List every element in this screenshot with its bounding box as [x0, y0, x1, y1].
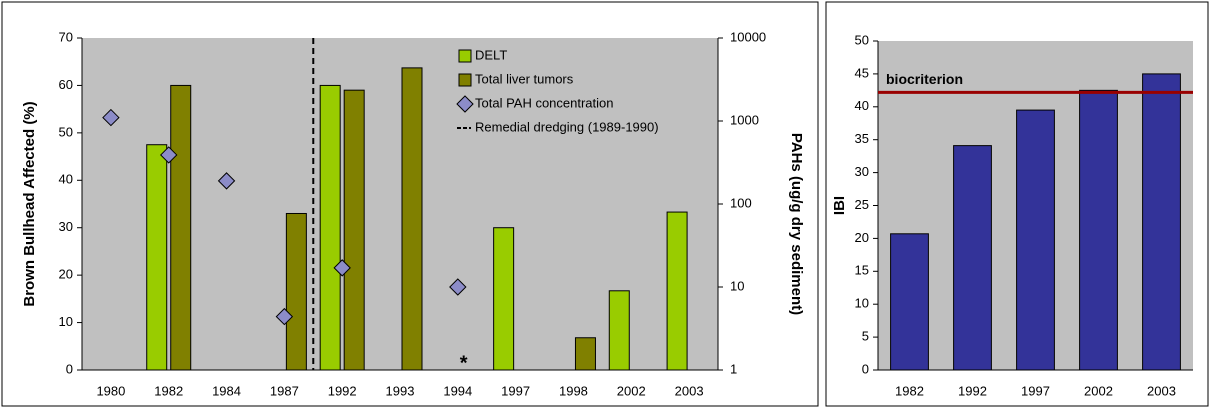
- legend-label: Remedial dredging (1989-1990): [475, 119, 659, 134]
- bar: [953, 145, 992, 371]
- bar: [146, 144, 168, 371]
- y-tick-label: 35: [855, 131, 869, 146]
- bar: [1079, 89, 1118, 371]
- y-tick-label: 50: [59, 124, 73, 139]
- pah-marker: [333, 259, 351, 277]
- legend-swatch: [458, 73, 472, 87]
- y-tick-label: 10: [855, 296, 869, 311]
- annotation: *: [460, 352, 468, 374]
- x-tick-label: 1997: [1021, 383, 1050, 398]
- y-axis-label: Brown Bullhead Affected (%): [21, 101, 38, 306]
- threshold-label: biocriterion: [886, 71, 963, 87]
- y-tick-label: 30: [59, 219, 73, 234]
- y-tick-label: 0: [862, 361, 869, 376]
- pah-marker: [275, 307, 294, 326]
- y-tick-label: 20: [855, 230, 869, 245]
- legend-marker: [456, 95, 474, 113]
- y-tick-label: 50: [855, 32, 869, 47]
- x-tick-label: 1992: [328, 383, 357, 398]
- x-tick-label: 1994: [443, 383, 472, 398]
- x-tick-label: 1997: [501, 383, 530, 398]
- x-tick-label: 2003: [675, 383, 704, 398]
- y-tick-label: 30: [855, 164, 869, 179]
- bar: [1142, 73, 1181, 371]
- pah-marker: [449, 278, 467, 296]
- x-tick-label: 1998: [559, 383, 588, 398]
- x-tick-label: 2003: [1147, 383, 1176, 398]
- bar: [493, 227, 515, 371]
- bar: [343, 89, 365, 371]
- y-tick-label: 40: [59, 172, 73, 187]
- y2-axis-label: PAHs (ug/g dry sediment): [788, 133, 805, 315]
- x-tick-label: 1993: [386, 383, 415, 398]
- right-frame: [825, 1, 1209, 407]
- bar: [890, 233, 929, 371]
- bar: [608, 290, 630, 371]
- bar: [285, 212, 307, 371]
- y-tick-label: 45: [855, 65, 869, 80]
- bar: [401, 67, 423, 371]
- y2-tick-label: 1000: [730, 112, 759, 127]
- y-tick-label: 25: [855, 197, 869, 212]
- bar: [666, 211, 688, 371]
- x-tick-label: 1992: [958, 383, 987, 398]
- legend-label: DELT: [475, 47, 507, 62]
- x-tick-label: 1982: [895, 383, 924, 398]
- y-tick-label: 0: [66, 361, 73, 376]
- x-tick-label: 1987: [270, 383, 299, 398]
- x-tick-label: 2002: [617, 383, 646, 398]
- x-tick-label: 1984: [212, 383, 241, 398]
- bar: [170, 84, 192, 371]
- bar: [1016, 109, 1055, 371]
- x-tick-label: 2002: [1084, 383, 1113, 398]
- pah-marker: [160, 146, 178, 164]
- pah-marker: [217, 172, 236, 190]
- y-axis-label: IBI: [831, 196, 848, 215]
- left-frame: [1, 1, 819, 407]
- x-tick-label: 1982: [154, 383, 183, 398]
- y2-tick-label: 1: [730, 361, 737, 376]
- y-tick-label: 10: [59, 314, 73, 329]
- y-tick-label: 70: [59, 29, 73, 44]
- y-tick-label: 20: [59, 267, 73, 282]
- legend-label: Total liver tumors: [475, 71, 574, 86]
- y-tick-label: 40: [855, 98, 869, 113]
- y2-tick-label: 10000: [730, 29, 766, 44]
- bar: [319, 84, 341, 371]
- y2-tick-label: 100: [730, 195, 752, 210]
- y-tick-label: 15: [855, 263, 869, 278]
- pah-marker: [102, 108, 120, 127]
- legend-label: Total PAH concentration: [475, 95, 614, 110]
- x-tick-label: 1980: [96, 383, 125, 398]
- y-tick-label: 60: [59, 77, 73, 92]
- y2-tick-label: 10: [730, 278, 744, 293]
- y-tick-label: 5: [862, 329, 869, 344]
- legend-swatch: [458, 49, 472, 63]
- bar: [574, 337, 596, 371]
